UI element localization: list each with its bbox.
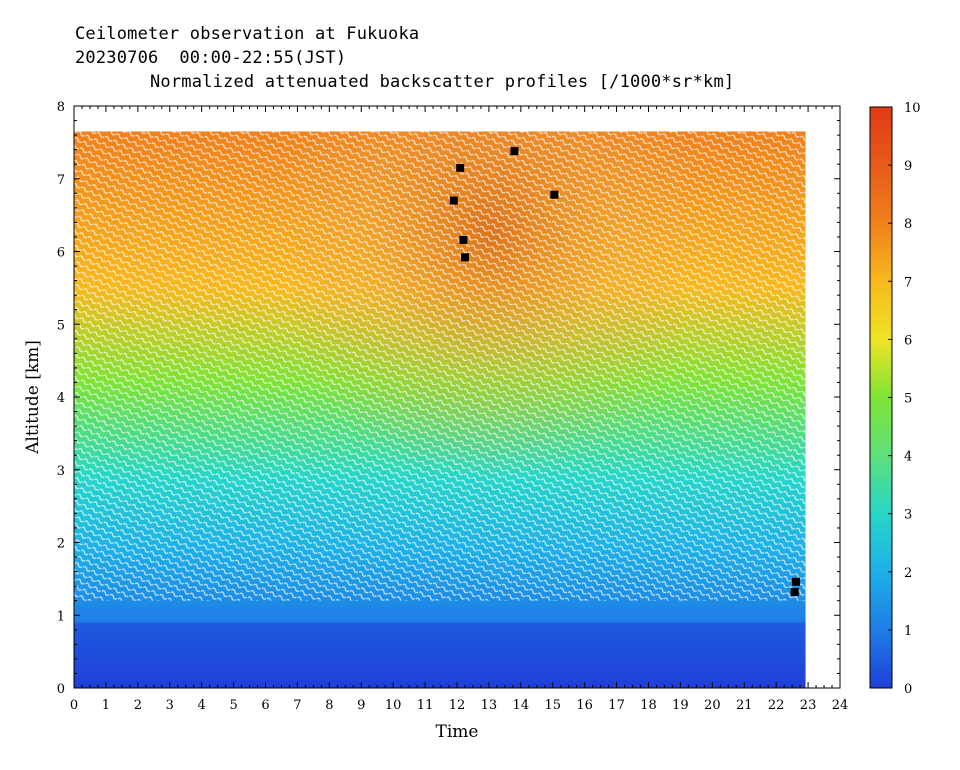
- colorbar-tick-label: 6: [904, 333, 912, 348]
- x-tick-label: 14: [513, 698, 530, 713]
- missing-data-marker: [791, 577, 800, 586]
- x-tick-label: 12: [449, 698, 466, 713]
- heatmap-speckle: [74, 131, 806, 601]
- y-axis: 0 1 2 3 4 5 6 7 8: [57, 100, 840, 697]
- colorbar-tick-label: 9: [904, 159, 912, 174]
- x-tick-label: 23: [800, 698, 817, 713]
- missing-data-marker: [550, 190, 559, 199]
- x-tick-label: 3: [166, 698, 174, 713]
- x-axis: 0 1 2 3 4 5 6 7 8 9 10 11 12 13 14 15 16 17 18 19 20 21 22 23 24: [70, 106, 848, 713]
- x-tick-label: 5: [229, 698, 237, 713]
- heatmap-field: [74, 131, 806, 688]
- colorbar-tick-label: 3: [904, 508, 912, 523]
- x-tick-label: 16: [576, 698, 593, 713]
- colorbar-tick-label: 8: [904, 217, 912, 232]
- y-tick-label: 4: [57, 391, 65, 406]
- missing-data-marker: [510, 147, 519, 156]
- chart-header-line-1: Ceilometer observation at Fukuoka: [75, 24, 420, 44]
- x-tick-label: 24: [832, 698, 849, 713]
- x-tick-label: 7: [293, 698, 301, 713]
- x-tick-label: 2: [134, 698, 142, 713]
- colorbar-tick-label: 4: [904, 450, 912, 465]
- y-tick-label: 3: [57, 464, 65, 479]
- y-tick-label: 6: [57, 246, 65, 261]
- y-tick-label: 0: [57, 682, 65, 697]
- colorbar-tick-label: 7: [904, 275, 912, 290]
- chart-title: Normalized attenuated backscatter profil…: [150, 72, 735, 92]
- missing-data-marker: [460, 253, 469, 262]
- x-tick-label: 9: [357, 698, 365, 713]
- x-tick-label: 15: [544, 698, 561, 713]
- x-tick-label: 0: [70, 698, 78, 713]
- y-tick-label: 5: [57, 318, 65, 333]
- missing-data-marker: [456, 163, 465, 172]
- x-tick-label: 21: [736, 698, 753, 713]
- colorbar: 0 1 2 3 4 5 6 7 8 9 10: [869, 101, 921, 697]
- y-axis-label: Altitude [km]: [23, 340, 43, 455]
- y-tick-label: 2: [57, 537, 65, 552]
- x-tick-label: 10: [385, 698, 402, 713]
- missing-data-marker: [790, 587, 799, 596]
- x-tick-label: 20: [704, 698, 721, 713]
- x-tick-label: 22: [768, 698, 785, 713]
- colorbar-tick-label: 10: [904, 101, 921, 116]
- x-tick-label: 13: [481, 698, 498, 713]
- x-axis-label: Time: [436, 722, 479, 742]
- x-tick-label: 6: [261, 698, 269, 713]
- y-tick-label: 1: [57, 609, 65, 624]
- x-tick-label: 11: [417, 698, 434, 713]
- x-tick-label: 4: [198, 698, 206, 713]
- missing-data-markers: [449, 147, 800, 596]
- missing-data-marker: [459, 235, 468, 244]
- y-tick-label: 7: [57, 173, 65, 188]
- x-tick-label: 18: [640, 698, 657, 713]
- x-tick-label: 17: [608, 698, 625, 713]
- y-tick-label: 8: [57, 100, 65, 115]
- x-tick-label: 8: [325, 698, 333, 713]
- colorbar-gradient: [870, 107, 892, 688]
- heatmap-boundary-layer: [74, 622, 806, 688]
- colorbar-tick-label: 0: [904, 682, 912, 697]
- x-tick-label: 19: [672, 698, 689, 713]
- chart-header-line-2: 20230706 00:00-22:55(JST): [75, 48, 347, 68]
- colorbar-tick-label: 1: [904, 624, 912, 639]
- colorbar-tick-label: 2: [904, 566, 912, 581]
- missing-data-marker: [449, 196, 458, 205]
- colorbar-tick-label: 5: [904, 392, 912, 407]
- x-tick-label: 1: [102, 698, 110, 713]
